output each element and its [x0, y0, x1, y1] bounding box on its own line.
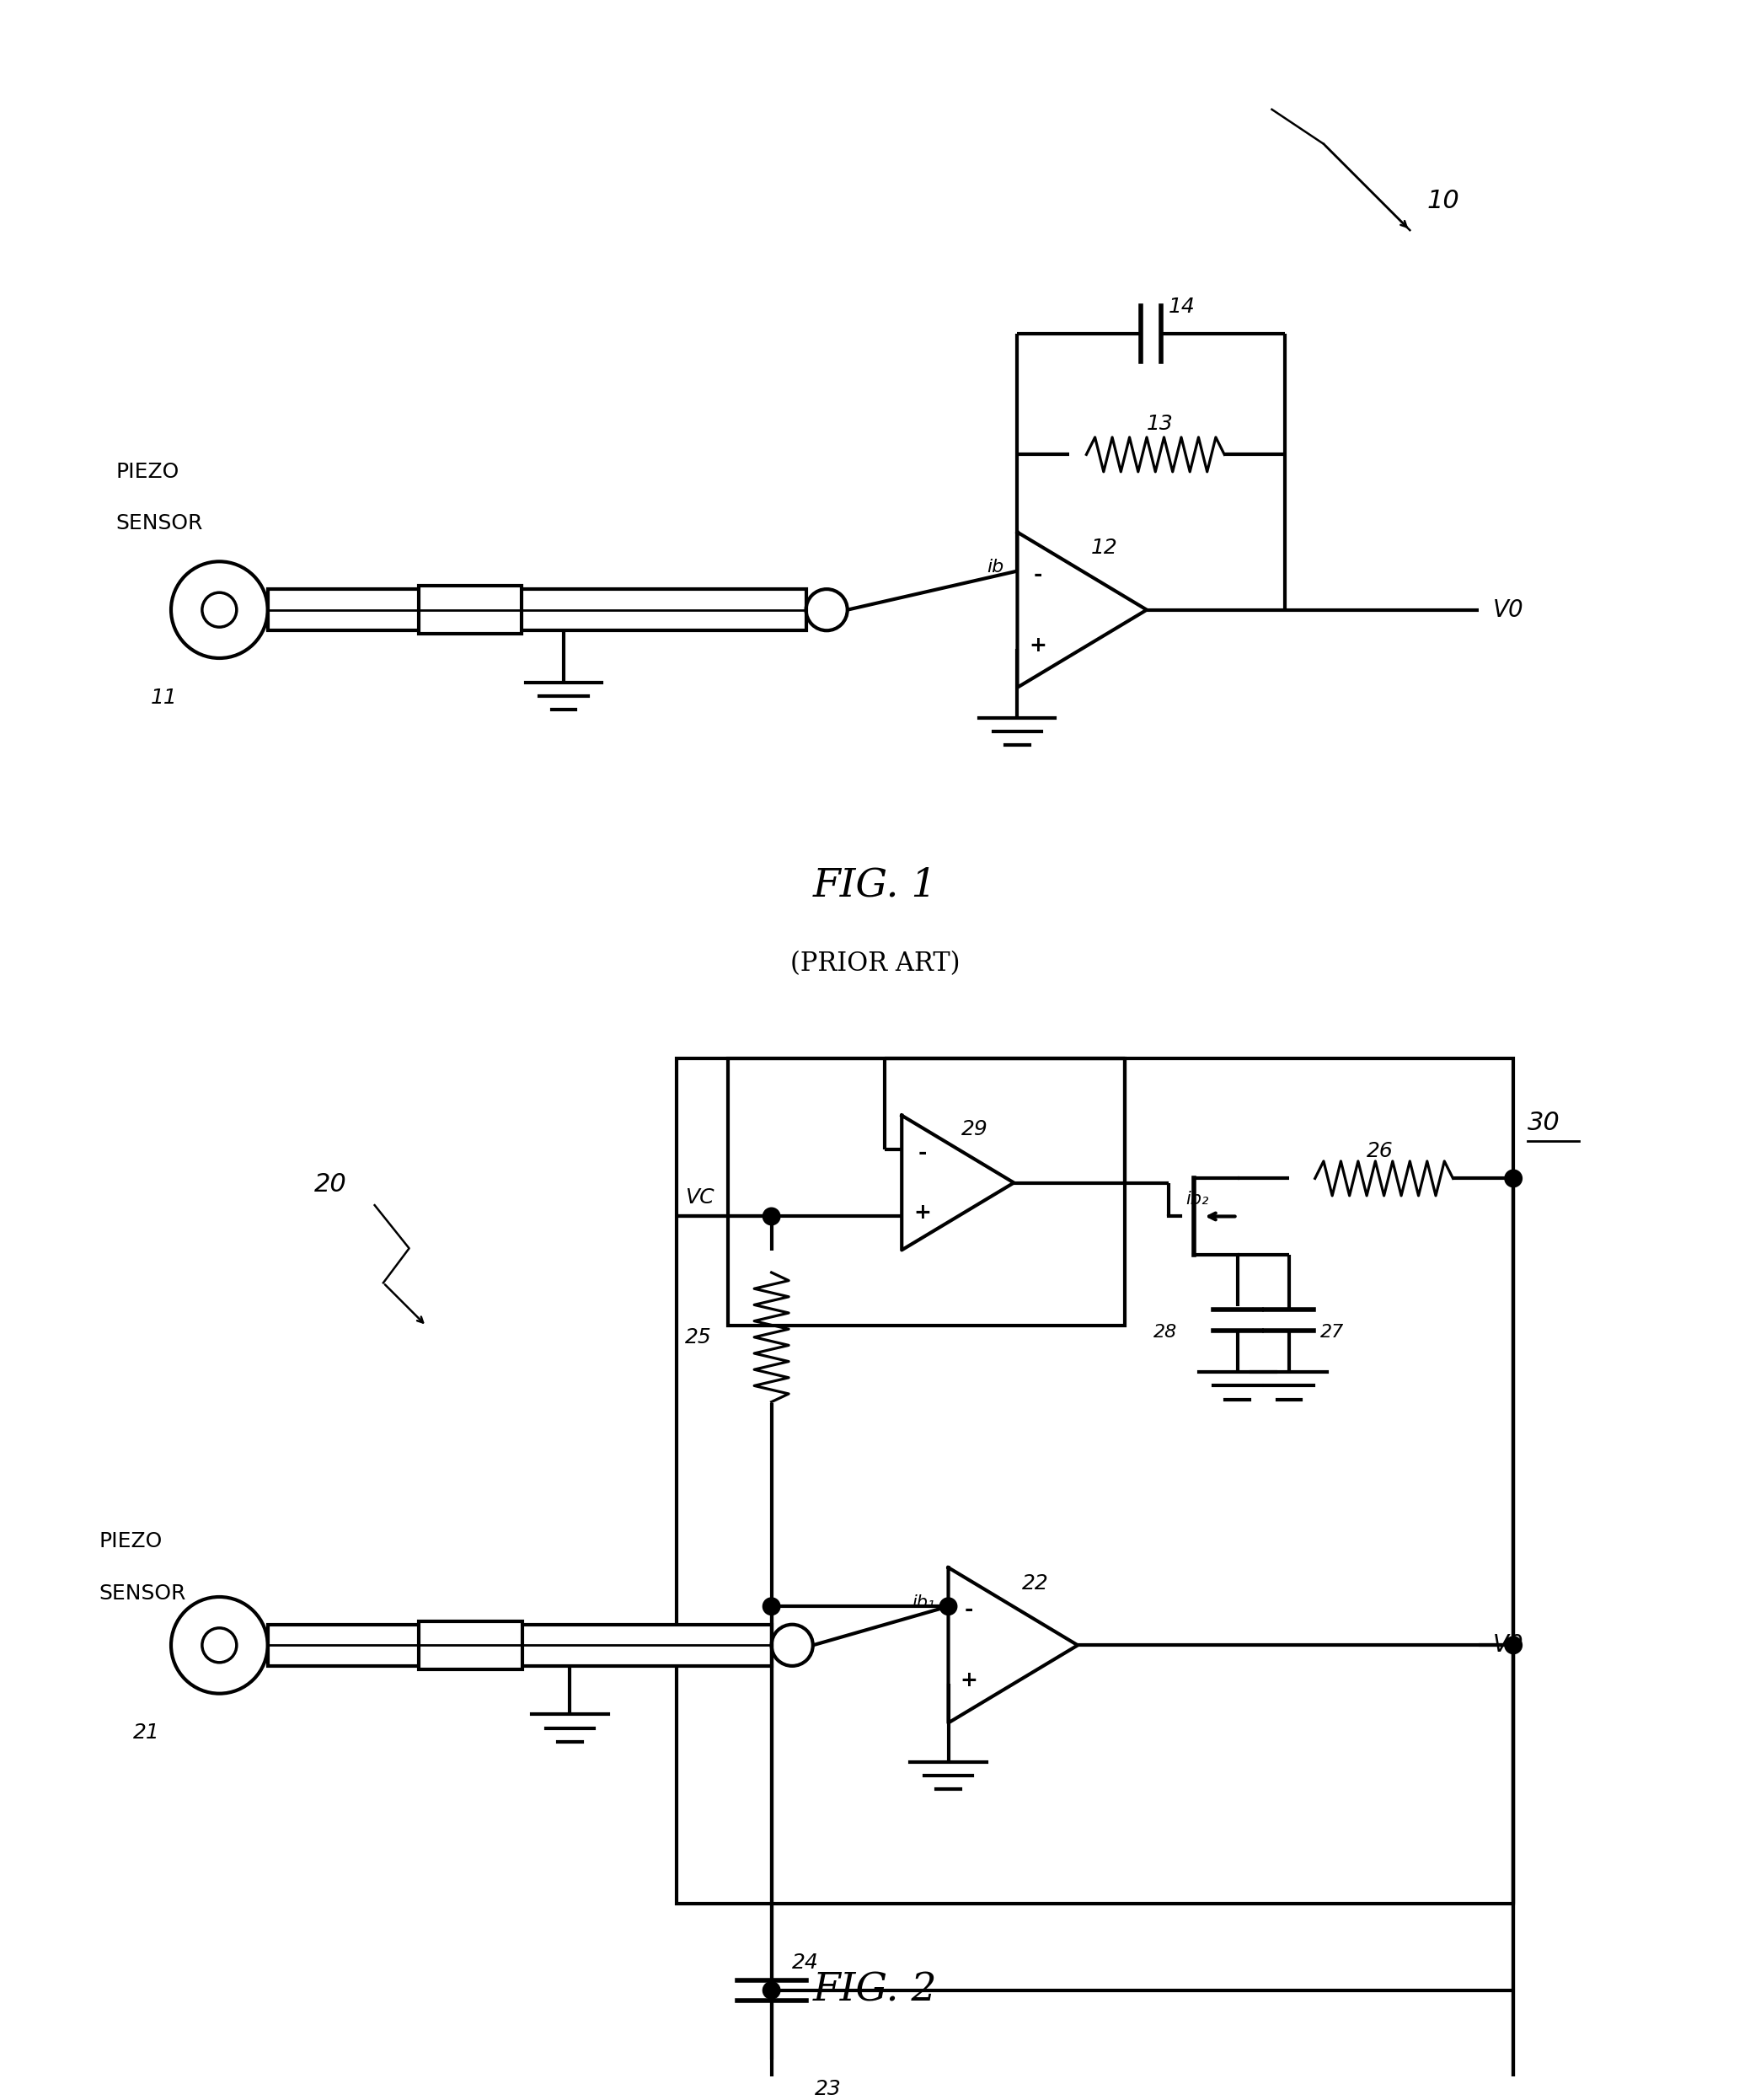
- Text: 10: 10: [1426, 189, 1459, 212]
- Text: +: +: [914, 1203, 931, 1222]
- Text: V0: V0: [1493, 1634, 1524, 1657]
- Circle shape: [763, 1982, 780, 1999]
- Text: +: +: [961, 1670, 978, 1690]
- Text: -: -: [964, 1600, 973, 1619]
- Circle shape: [763, 1598, 780, 1615]
- Text: 22: 22: [1022, 1573, 1048, 1594]
- Text: FIG. 2: FIG. 2: [812, 1972, 938, 2010]
- Text: 29: 29: [961, 1119, 989, 1140]
- Circle shape: [1505, 1170, 1522, 1186]
- Bar: [268, 1625, 772, 1665]
- Bar: [728, 1058, 1125, 1325]
- Circle shape: [1505, 1636, 1522, 1655]
- Text: 24: 24: [793, 1953, 819, 1974]
- Text: SENSOR: SENSOR: [98, 1583, 185, 1604]
- Text: 26: 26: [1367, 1140, 1393, 1161]
- Text: (PRIOR ART): (PRIOR ART): [789, 951, 961, 976]
- Text: 23: 23: [814, 2079, 842, 2100]
- Text: ib₁: ib₁: [912, 1594, 934, 1611]
- Text: PIEZO: PIEZO: [116, 462, 178, 481]
- Text: 12: 12: [1090, 538, 1118, 559]
- Text: 20: 20: [315, 1172, 347, 1197]
- Circle shape: [763, 1207, 780, 1224]
- Text: 25: 25: [686, 1327, 712, 1348]
- Text: SENSOR: SENSOR: [116, 512, 203, 533]
- Bar: [418, 1621, 521, 1670]
- Text: FIG. 1: FIG. 1: [812, 867, 938, 905]
- Text: 30: 30: [1528, 1111, 1559, 1134]
- Bar: [677, 1058, 1514, 1905]
- Text: 28: 28: [1153, 1323, 1178, 1340]
- Text: 21: 21: [133, 1722, 159, 1743]
- Text: -: -: [919, 1142, 928, 1163]
- Text: VC: VC: [686, 1186, 714, 1207]
- Bar: [418, 586, 521, 634]
- Bar: [268, 590, 807, 630]
- Text: PIEZO: PIEZO: [98, 1531, 163, 1552]
- Text: 13: 13: [1146, 414, 1174, 435]
- Text: +: +: [1029, 634, 1046, 655]
- Text: 14: 14: [1169, 296, 1195, 317]
- Text: 11: 11: [150, 687, 177, 708]
- Text: V0: V0: [1493, 598, 1524, 622]
- Text: -: -: [1034, 565, 1043, 584]
- Text: ib: ib: [987, 559, 1003, 575]
- Text: 27: 27: [1320, 1323, 1344, 1340]
- Circle shape: [940, 1598, 957, 1615]
- Text: ib₂: ib₂: [1185, 1191, 1209, 1207]
